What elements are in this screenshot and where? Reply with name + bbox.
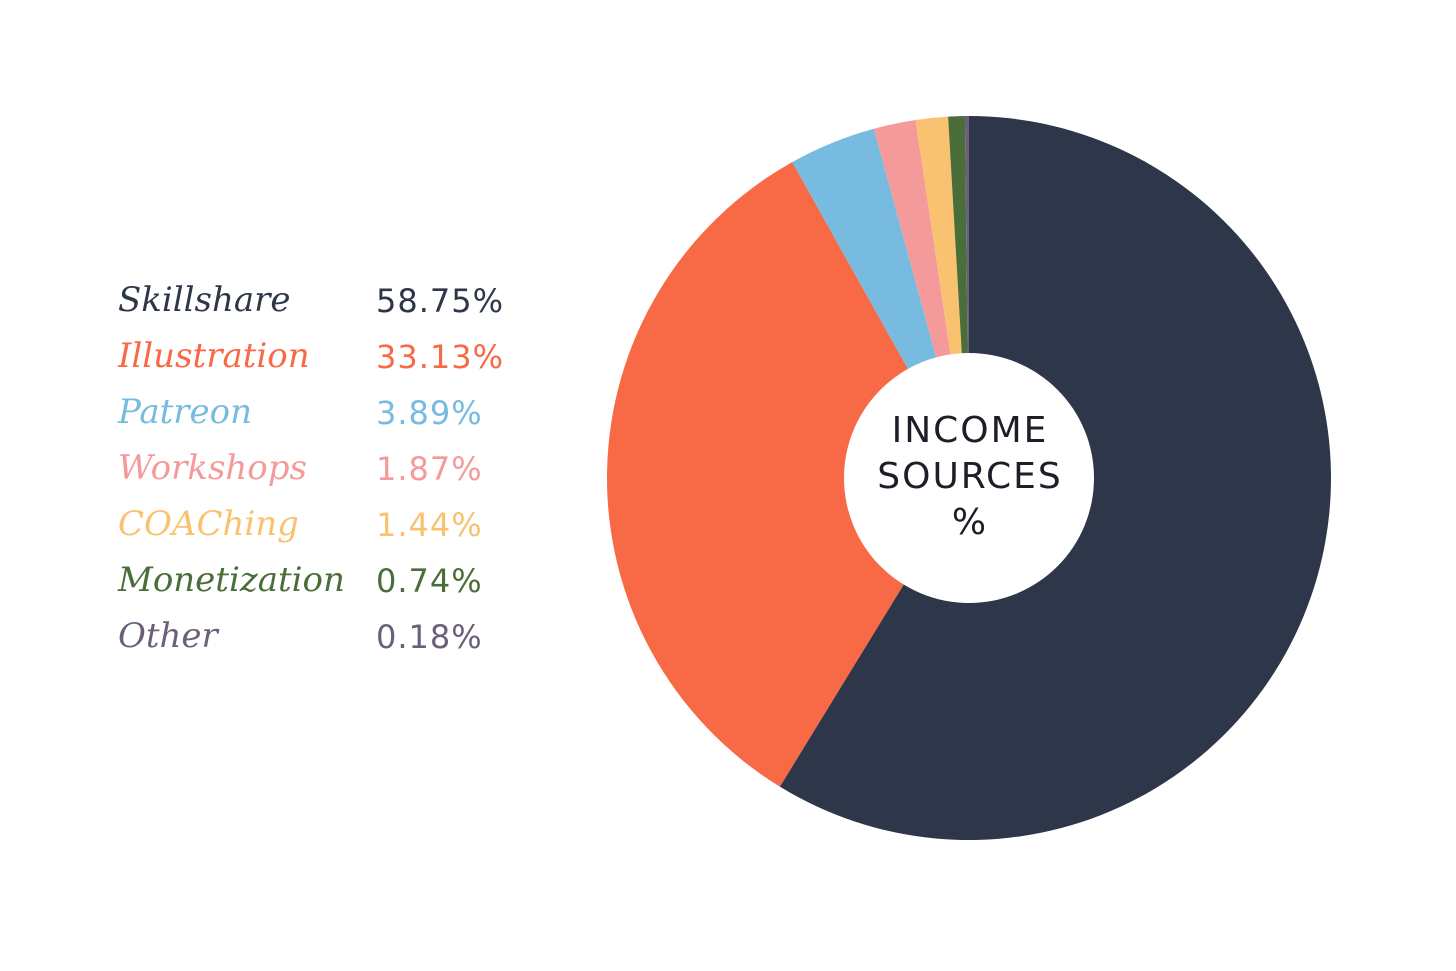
legend-item-patreon: Patreon 3.89% xyxy=(118,384,538,440)
legend-item-other: Other 0.18% xyxy=(118,608,538,664)
legend-item-monetization: Monetization 0.74% xyxy=(118,552,538,608)
center-label: INCOME SOURCES % xyxy=(860,408,1080,546)
legend-label: COAChing xyxy=(118,504,299,544)
legend-value: 58.75% xyxy=(376,282,505,320)
legend-label: Workshops xyxy=(118,448,307,488)
pie-slice-illustration xyxy=(606,162,969,787)
legend-label: Patreon xyxy=(118,392,253,432)
legend-item-illustration: Illustration 33.13% xyxy=(118,328,538,384)
legend-value: 0.74% xyxy=(376,562,483,600)
legend: Skillshare 58.75% Illustration 33.13% Pa… xyxy=(118,272,538,664)
center-label-line-1: INCOME xyxy=(891,410,1049,451)
legend-value: 1.87% xyxy=(376,450,483,488)
donut-hole xyxy=(844,353,1094,603)
legend-item-coaching: COAChing 1.44% xyxy=(118,496,538,552)
legend-label: Skillshare xyxy=(118,280,291,320)
legend-label: Illustration xyxy=(118,336,310,376)
legend-value: 33.13% xyxy=(376,338,505,376)
legend-value: 1.44% xyxy=(376,506,483,544)
legend-item-workshops: Workshops 1.87% xyxy=(118,440,538,496)
center-label-line-2: SOURCES xyxy=(877,456,1063,497)
legend-label: Monetization xyxy=(118,560,345,600)
legend-value: 3.89% xyxy=(376,394,483,432)
center-label-line-3: % xyxy=(951,502,989,543)
legend-label: Other xyxy=(118,616,218,656)
legend-item-skillshare: Skillshare 58.75% xyxy=(118,272,538,328)
legend-value: 0.18% xyxy=(376,618,483,656)
